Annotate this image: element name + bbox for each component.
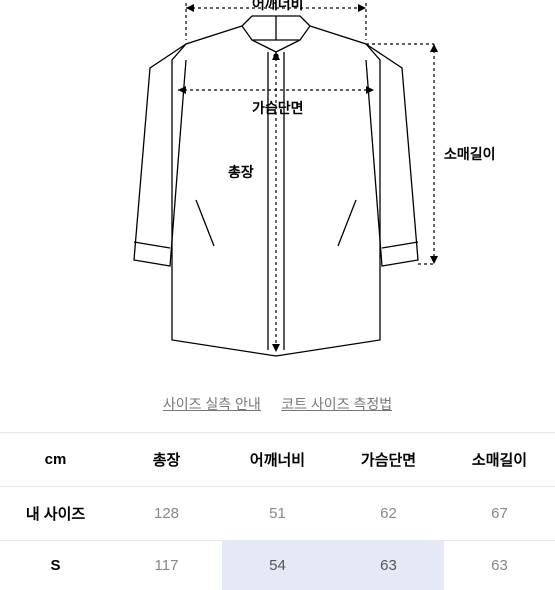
label-length: 총장 [228,162,254,182]
cell: 117 [111,541,222,590]
cell: 128 [111,487,222,541]
col-chest: 가슴단면 [333,433,444,487]
links-row: 사이즈 실측 안내 코트 사이즈 측정법 [0,380,555,432]
table-row: 내 사이즈128516267 [0,487,555,541]
col-length: 총장 [111,433,222,487]
coat-diagram-svg [0,0,555,380]
label-shoulder: 어깨너비 [252,0,304,14]
measure-method-link[interactable]: 코트 사이즈 측정법 [281,396,392,412]
size-table: cm 총장 어깨너비 가슴단면 소매길이 내 사이즈128516267S1175… [0,432,555,590]
table-row: S117546363 [0,541,555,590]
size-diagram: 어깨너비 가슴단면 총장 소매길이 [0,0,555,380]
size-guide-link[interactable]: 사이즈 실측 안내 [163,396,261,412]
label-chest: 가슴단면 [252,98,304,118]
col-unit: cm [0,433,111,487]
col-sleeve: 소매길이 [444,433,555,487]
cell: 54 [222,541,333,590]
row-label: 내 사이즈 [0,487,111,541]
cell: 63 [444,541,555,590]
row-label: S [0,541,111,590]
cell: 63 [333,541,444,590]
col-shoulder: 어깨너비 [222,433,333,487]
cell: 67 [444,487,555,541]
cell: 51 [222,487,333,541]
table-header-row: cm 총장 어깨너비 가슴단면 소매길이 [0,433,555,487]
label-sleeve: 소매길이 [444,144,496,164]
cell: 62 [333,487,444,541]
